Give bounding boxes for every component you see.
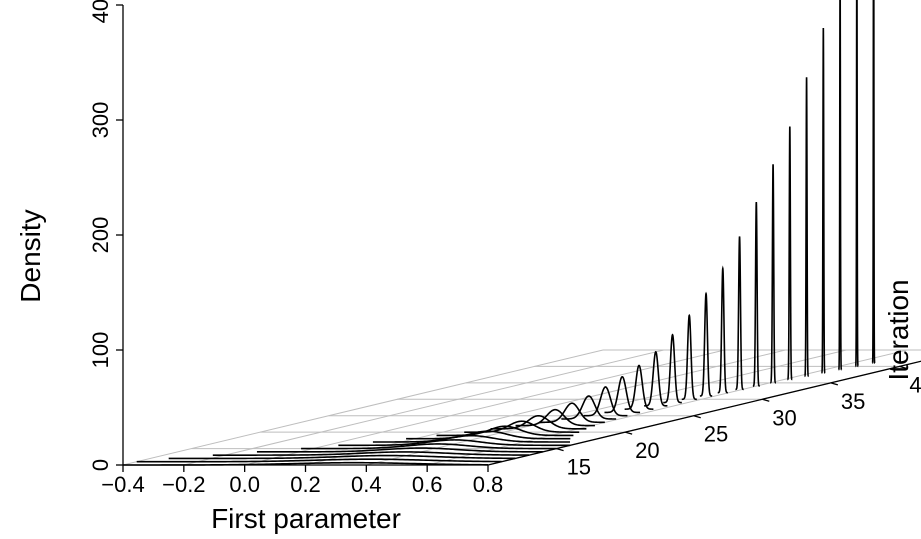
y-tick-mark [830, 382, 839, 386]
grid-line-x-0 [122, 349, 604, 466]
density-curve-iter-39 [838, 0, 843, 371]
density-curve-iter-41 [871, 0, 876, 364]
y-tick-label: 25 [704, 422, 728, 447]
grid-line-x-5 [427, 349, 908, 466]
density-curve-iter-14 [256, 447, 543, 453]
x-tick-label: −0.4 [101, 472, 144, 497]
x-axis-title: First parameter [211, 503, 401, 534]
y-tick-mark [899, 365, 907, 370]
y-tick-mark [693, 415, 701, 419]
y-tick-label: 30 [772, 405, 796, 430]
density-curve-iter-40 [854, 0, 859, 368]
y-tick-label: 40 [909, 372, 921, 397]
x-tick-label: 0.6 [412, 472, 443, 497]
density-curve-iter-11 [136, 458, 502, 463]
density-curve-iter-29 [663, 333, 682, 404]
density-curve-iter-30 [681, 313, 697, 401]
grid-line-x-4 [366, 349, 847, 466]
density-curve-iter-21 [490, 414, 587, 430]
z-tick-label: 100 [88, 332, 113, 369]
y-tick-label: 20 [635, 438, 659, 463]
z-tick-label: 300 [88, 102, 113, 139]
y-tick-label: 15 [567, 455, 591, 480]
density-curve-iter-16 [338, 439, 571, 447]
density-curve-iter-18 [406, 430, 571, 440]
density-curve-iter-17 [372, 434, 571, 443]
density-curve-iter-28 [644, 350, 668, 407]
axes: −0.4−0.20.00.20.40.60.815202530354045010… [88, 0, 921, 497]
density-curve-iter-10 [123, 461, 489, 466]
density-curve-iter-31 [699, 291, 713, 397]
y-axis-title: Iteration [883, 279, 914, 380]
x-tick-label: 0.4 [351, 472, 382, 497]
grid-line-x-2 [244, 349, 725, 466]
density-curve-iter-22 [515, 408, 595, 427]
y-tick-mark [556, 447, 564, 452]
z-tick-label: 400 [88, 0, 113, 23]
z-axis-title: Density [15, 209, 46, 302]
x-tick-label: 0.8 [473, 472, 504, 497]
density-curve-iter-36 [787, 126, 793, 381]
z-tick-label: 200 [88, 217, 113, 254]
density-curve-iter-25 [583, 386, 628, 417]
y-tick-mark [624, 431, 633, 435]
density-curve-iter-32 [717, 265, 728, 394]
density-curve-iter-38 [821, 27, 826, 374]
x-tick-label: −0.2 [162, 472, 205, 497]
y-tick-label: 35 [841, 389, 865, 414]
density-curve-iter-26 [604, 375, 641, 414]
density-curve-iter-37 [804, 77, 810, 378]
density-curve-iter-15 [301, 443, 557, 450]
density-curve-iter-33 [735, 236, 744, 391]
density-curve-iter-24 [561, 395, 617, 420]
density-curve-iter-19 [436, 425, 574, 437]
grid-line-x-1 [183, 349, 664, 466]
density-curve-iter-13 [212, 451, 530, 456]
x-tick-label: 0.2 [290, 472, 321, 497]
z-tick-label: 0 [88, 459, 113, 471]
density-curve-iter-27 [624, 364, 654, 410]
density-curve-iter-12 [168, 454, 516, 460]
density-curve-iter-34 [752, 202, 760, 387]
x-tick-label: 0.0 [229, 472, 260, 497]
y-tick-mark [762, 398, 770, 402]
density-curve-iter-35 [770, 164, 777, 384]
density-curves [123, 0, 876, 466]
